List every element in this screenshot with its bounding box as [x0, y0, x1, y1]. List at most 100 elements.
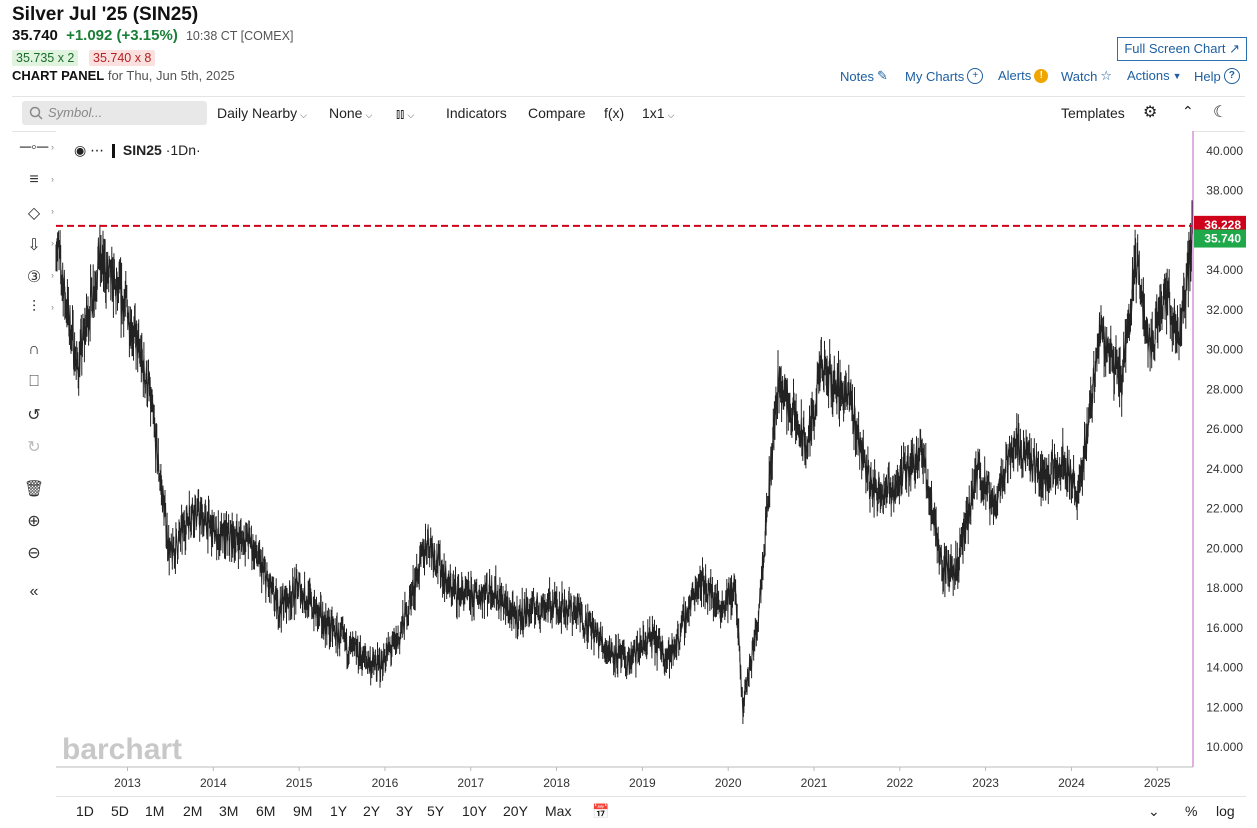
fx-button[interactable]: f(x) [604, 105, 625, 121]
actions-menu[interactable]: Actions ▼ [1127, 68, 1182, 83]
range-button-20y[interactable]: 20Y [503, 803, 528, 819]
y-tick-label: 18.000 [1206, 581, 1243, 595]
last-price: 35.740 [12, 27, 58, 44]
watch-label: Watch [1061, 68, 1098, 84]
log-toggle[interactable]: log [1216, 803, 1235, 819]
ask-badge: 35.740 x 8 [89, 50, 156, 66]
x-tick-label: 2013 [114, 776, 141, 790]
range-button-3y[interactable]: 3Y [396, 803, 414, 819]
calendar-icon[interactable]: 📅 [592, 803, 610, 819]
interval-dropdown[interactable]: Daily Nearby ⌵ [217, 105, 307, 121]
legend-symbol: SIN25 [122, 142, 162, 158]
range-button-2m[interactable]: 2M [183, 803, 203, 819]
quote-line: 35.740 +1.092 (+3.15%) 10:38 CT [COMEX] [12, 27, 293, 44]
range-button-10y[interactable]: 10Y [462, 803, 487, 819]
search-placeholder: Symbol... [48, 105, 103, 120]
symbol-search-input[interactable]: Symbol... [22, 101, 207, 125]
range-button-2y[interactable]: 2Y [363, 803, 381, 819]
y-tick-label: 32.000 [1206, 303, 1243, 317]
collapse-icon[interactable]: ⌃ [1182, 103, 1194, 119]
undo-icon[interactable]: ↺ [27, 407, 41, 424]
x-tick-label: 2016 [372, 776, 399, 790]
alerts-link[interactable]: Alerts ! [998, 68, 1049, 83]
templates-button[interactable]: Templates [1061, 105, 1125, 121]
dark-mode-icon[interactable]: ☾ [1213, 104, 1228, 121]
shape-tool-icon[interactable]: ◇ › [27, 205, 54, 222]
help-link[interactable]: Help ? [1194, 68, 1240, 84]
unlock-icon[interactable]: ⎕ [29, 373, 39, 390]
x-tick-label: 2019 [629, 776, 656, 790]
indicators-button[interactable]: Indicators [446, 105, 507, 121]
x-tick-label: 2024 [1058, 776, 1085, 790]
range-button-1y[interactable]: 1Y [330, 803, 348, 819]
notes-label: Notes [840, 68, 874, 84]
price-change: +1.092 (+3.15%) [66, 27, 178, 44]
y-tick-label: 38.000 [1206, 184, 1243, 198]
range-button-9m[interactable]: 9M [293, 803, 313, 819]
watermark: barchart [62, 733, 182, 766]
counter-tool-icon[interactable]: ③ › [26, 269, 54, 286]
trash-icon[interactable]: 🗑 [23, 481, 45, 498]
y-tick-label: 30.000 [1206, 343, 1243, 357]
y-tick-label: 14.000 [1206, 661, 1243, 675]
search-icon [29, 106, 43, 120]
my-charts-link[interactable]: My Charts + [905, 68, 984, 84]
redo-icon[interactable]: ↻ [27, 439, 41, 456]
x-tick-label: 2020 [715, 776, 742, 790]
last-price-badge-label: 35.740 [1204, 232, 1241, 246]
y-tick-label: 16.000 [1206, 621, 1243, 635]
quote-time: 10:38 CT [COMEX] [185, 29, 294, 43]
y-tick-label: 10.000 [1206, 740, 1243, 754]
interval-label: Daily Nearby [217, 105, 298, 121]
y-tick-label: 34.000 [1206, 263, 1243, 277]
page-title: Silver Jul '25 (SIN25) [12, 4, 199, 25]
x-tick-label: 2018 [543, 776, 570, 790]
alert-icon: ! [1034, 68, 1049, 83]
range-button-max[interactable]: Max [545, 803, 572, 819]
range-button-6m[interactable]: 6M [256, 803, 276, 819]
range-button-1d[interactable]: 1D [76, 803, 94, 819]
overlay-label: None [329, 105, 363, 121]
zoom-in-icon[interactable]: ⊕ [27, 513, 41, 530]
watch-link[interactable]: Watch ☆ [1061, 68, 1112, 84]
panel-label: CHART PANEL [12, 68, 105, 83]
y-tick-label: 12.000 [1206, 700, 1243, 714]
bid-badge: 35.735 x 2 [12, 50, 79, 66]
collapse-sidebar-icon[interactable]: « [29, 583, 39, 600]
line-tool-icon[interactable]: ─◦─ › [19, 139, 54, 156]
y-tick-label: 40.000 [1206, 144, 1243, 158]
notes-link[interactable]: Notes ✎ [840, 68, 888, 84]
chart-type-dropdown[interactable]: ⫾⫾ ⌵ [396, 105, 414, 122]
caret-down-icon: ▼ [1172, 70, 1182, 81]
more-icon[interactable]: ⋯ [90, 142, 105, 158]
compare-button[interactable]: Compare [528, 105, 586, 121]
chevron-down-icon: ⌵ [300, 110, 307, 120]
percent-toggle[interactable]: % [1185, 803, 1198, 819]
plus-circle-icon: + [967, 68, 984, 84]
gear-icon[interactable]: ⚙ [1143, 104, 1158, 121]
measure-tool-icon[interactable]: ⫶ › [31, 299, 54, 316]
layout-dropdown[interactable]: 1x1 ⌵ [642, 105, 674, 121]
x-tick-label: 2014 [200, 776, 227, 790]
x-tick-label: 2022 [886, 776, 913, 790]
range-button-3m[interactable]: 3M [219, 803, 239, 819]
alerts-label: Alerts [998, 68, 1032, 83]
candlestick-icon: ⫾⫾ [396, 106, 405, 121]
arrow-tool-icon[interactable]: ⇩ › [27, 237, 54, 254]
full-screen-chart-button[interactable]: Full Screen Chart ↗ [1117, 37, 1247, 61]
range-button-1m[interactable]: 1M [145, 803, 165, 819]
chevron-down-icon: ⌵ [407, 110, 415, 120]
range-button-5d[interactable]: 5D [111, 803, 129, 819]
chevrons-down-icon[interactable]: ⌄ [1148, 803, 1160, 819]
range-bar: 1D 5D 1M 2M 3M 6M 9M 1Y 2Y 3Y 5Y 10Y 20Y Max 📅 ⌄ % lo… [56, 796, 1246, 825]
drawing-toolbar: ─◦─ › ≡ › ◇ › ⇩ › ③ › ⫶ › ∩ ⎕ ↺ ↻ 🗑 ⊕ ⊖ « [12, 133, 56, 773]
range-button-5y[interactable]: 5Y [427, 803, 445, 819]
y-tick-label: 26.000 [1206, 422, 1243, 436]
x-tick-label: 2017 [457, 776, 484, 790]
fib-tool-icon[interactable]: ≡ › [29, 171, 54, 188]
magnet-icon[interactable]: ∩ [28, 341, 40, 358]
eye-icon[interactable]: ◉ [74, 142, 87, 158]
zoom-out-icon[interactable]: ⊖ [27, 545, 41, 562]
overlay-dropdown[interactable]: None ⌵ [329, 105, 372, 121]
